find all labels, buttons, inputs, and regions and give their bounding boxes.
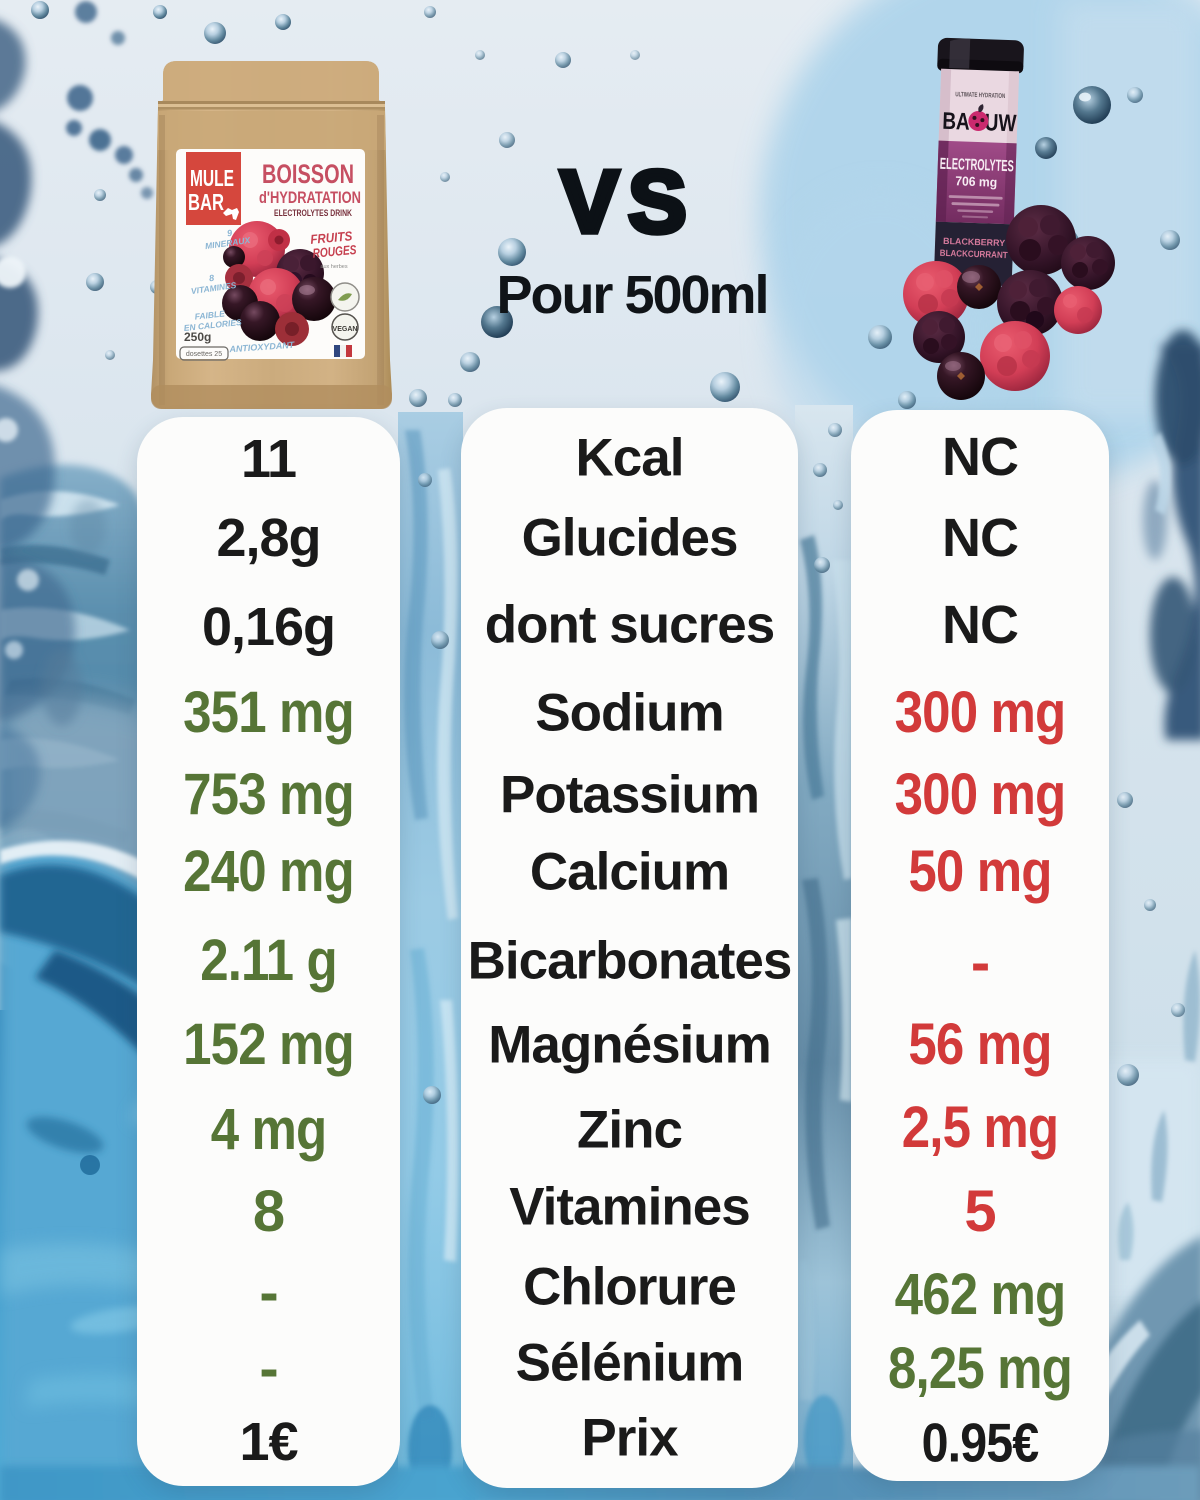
svg-text:FRUITS: FRUITS	[310, 228, 353, 247]
svg-text:ROUGES: ROUGES	[312, 242, 357, 261]
svg-text:dosettes 25: dosettes 25	[186, 351, 222, 358]
svg-text:VEGAN: VEGAN	[333, 326, 358, 333]
svg-text:aux herbes: aux herbes	[320, 264, 347, 270]
svg-text:ELECTROLYTES: ELECTROLYTES	[940, 156, 1015, 176]
svg-text:BLACKCURRANT: BLACKCURRANT	[940, 248, 1009, 260]
svg-text:BLACKBERRY: BLACKBERRY	[943, 236, 1005, 248]
svg-text:ELECTROLYTES DRINK: ELECTROLYTES DRINK	[274, 208, 352, 218]
svg-text:d'HYDRATATION: d'HYDRATATION	[259, 188, 361, 207]
svg-text:706 mg: 706 mg	[955, 173, 998, 189]
svg-text:250g: 250g	[184, 330, 211, 344]
svg-text:BAR: BAR	[188, 189, 224, 215]
svg-text:9: 9	[226, 228, 232, 239]
svg-text:FAIBLE: FAIBLE	[194, 308, 225, 321]
svg-text:8: 8	[208, 273, 214, 284]
svg-text:MULE: MULE	[190, 165, 234, 191]
svg-text:ULTIMATE HYDRATION: ULTIMATE HYDRATION	[955, 91, 1005, 100]
svg-text:ANTIOXYDANT: ANTIOXYDANT	[228, 340, 296, 355]
svg-text:BOISSON: BOISSON	[262, 159, 354, 189]
